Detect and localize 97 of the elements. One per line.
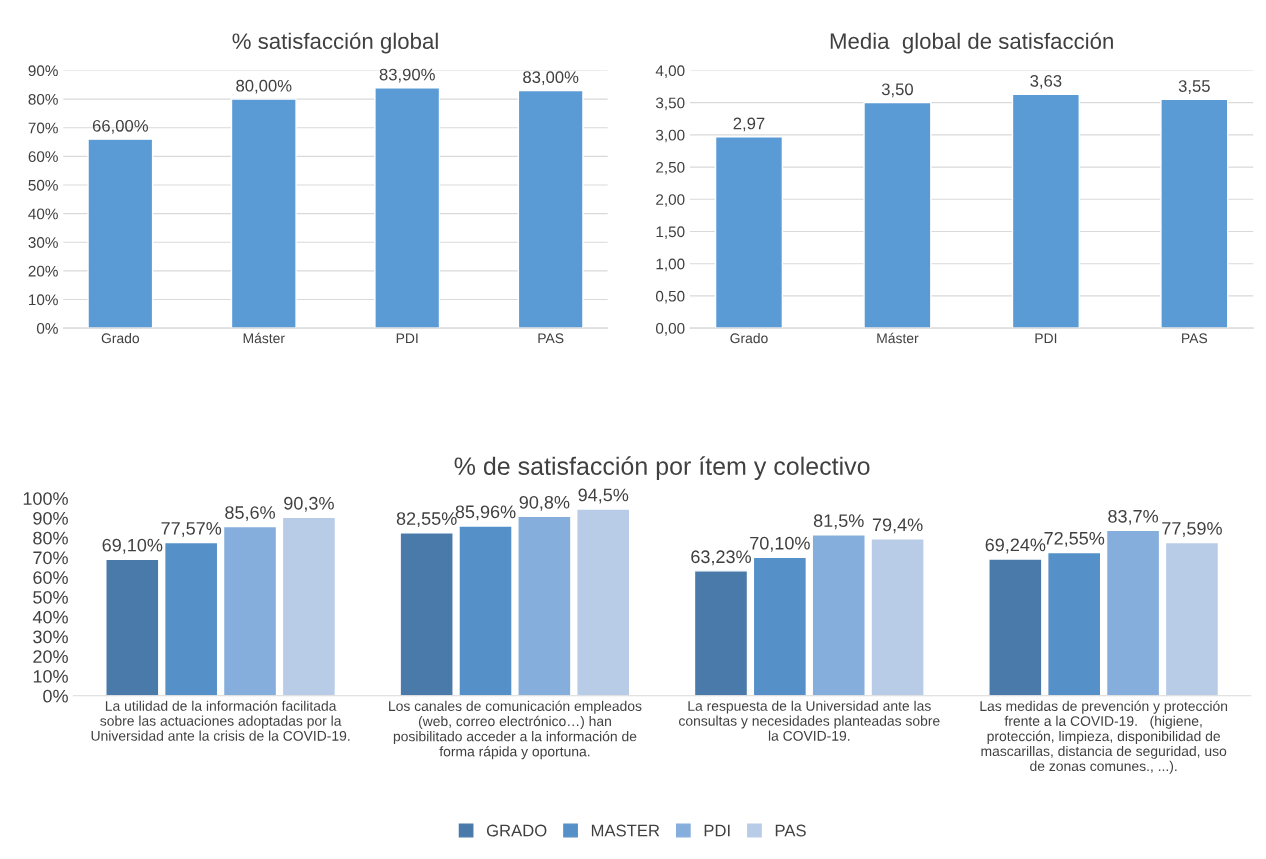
data-label: 72,55% [1044,531,1105,547]
chart-title: Media global de satisfacción [830,32,1113,54]
bar [399,532,454,696]
y-tick-label: 0,00 [655,323,685,336]
y-tick-label: 60% [28,151,58,163]
x-tick-label: Máster [877,332,919,344]
data-label: 90,8% [519,495,570,511]
bar [576,508,631,696]
data-label: 2,97 [733,117,765,132]
y-tick-label: 70% [28,122,58,134]
data-label: 83,00% [523,71,579,85]
x-tick-label: PDI [1035,333,1057,344]
data-label: 77,59% [1162,521,1222,537]
data-label: 66,00% [92,119,148,134]
data-label: 77,57% [161,522,222,537]
bar [458,525,513,696]
data-label: 85,6% [225,506,275,522]
x-tick-label: Grado [101,333,140,344]
chart-title: % satisfacción global [232,32,438,54]
y-tick-label: 50% [33,590,68,604]
y-tick-label: 50% [28,179,58,191]
y-tick-label: 30% [28,237,58,248]
data-label: 82,55% [396,512,457,528]
x-tick-label: PDI [396,333,418,344]
bar [1164,541,1220,696]
x-tick-label: Las medidas de prevención y protección frente a la COVID-19. (higiene, protección, limpieza, disponibilidad de mascarillas, distancia de seguridad, uso de zonas comunes., ...). [980,700,1228,774]
data-label: 69,10% [102,538,163,554]
bar [1047,551,1102,696]
y-tick-label: 80% [33,531,68,545]
data-label: 63,23% [691,550,751,566]
data-label: 79,4% [872,518,923,534]
bar [517,89,584,329]
bar [693,570,749,696]
y-tick-label: 90% [28,65,58,77]
y-tick-label: 1,50 [656,226,685,239]
bar [870,538,925,696]
y-tick-label: 3,50 [655,97,685,111]
y-tick-label: 20% [33,650,68,663]
bar [811,534,866,696]
y-tick-label: 1,00 [656,258,685,272]
y-tick-label: 0,50 [655,290,685,304]
y-tick-label: 3,00 [655,129,685,143]
y-tick-label: 2,50 [656,161,685,175]
y-tick-label: 100% [23,492,68,505]
bar [1160,98,1229,329]
y-tick-label: 0% [43,689,68,703]
y-tick-label: 10% [29,294,58,306]
y-tick-label: 60% [33,571,68,584]
y-tick-label: 0% [36,323,58,334]
legend-label: MASTER [591,824,660,837]
x-tick-label: La respuesta de la Universidad ante las consultas y necesidades planteadas sobre la COVID-19. [679,700,940,741]
y-tick-label: 90% [33,511,68,525]
x-tick-label: La utilidad de la información facilitada sobre las actuaciones adoptadas por la Universidad ante la crisis de la COVID-19. [91,700,350,741]
bar [87,138,154,329]
bar [230,98,297,329]
bar [714,136,784,329]
y-tick-label: 30% [33,630,68,644]
y-tick-label: 20% [28,265,58,277]
x-tick-label: PAS [538,333,564,344]
legend-label: PDI [704,824,730,837]
x-tick-label: Máster [243,332,285,344]
y-tick-label: 70% [33,551,68,565]
bar [863,101,932,329]
bar [1105,529,1161,696]
x-tick-label: Grado [730,333,768,344]
data-label: 83,90% [379,68,435,83]
data-label: 3,55 [1178,80,1210,94]
bar [222,525,278,696]
y-tick-label: 40% [32,610,68,624]
chart-title: % de satisfacción por ítem y colectivo [454,456,870,480]
data-label: 80,00% [236,79,292,94]
bar [1011,93,1080,329]
data-label: 81,5% [813,514,864,530]
data-label: 90,3% [284,496,334,512]
data-label: 3,63 [1030,75,1062,89]
bar [752,556,808,696]
legend-label: GRADO [486,824,547,837]
data-label: 69,24% [985,538,1046,554]
bar [988,558,1043,696]
data-label: 3,50 [881,83,913,98]
x-tick-label: PAS [1182,333,1208,344]
bar [105,558,160,696]
bar [163,541,219,696]
data-label: 70,10% [750,536,810,552]
data-label: 85,96% [455,505,516,521]
data-label: 83,7% [1108,509,1159,525]
y-tick-label: 10% [33,669,68,683]
x-tick-label: Los canales de comunicación empleados (web, correo electrónico…) han posibilitado acceder a la información de forma rápida y oportuna. [389,700,642,760]
y-tick-label: 2,00 [656,194,685,207]
y-tick-label: 80% [28,93,58,105]
legend-label: PAS [775,824,806,837]
bar [281,516,337,696]
data-label: 94,5% [578,488,629,504]
bar [517,515,572,696]
y-tick-label: 40% [28,208,58,220]
bar [374,87,441,329]
y-tick-label: 4,00 [655,65,685,78]
